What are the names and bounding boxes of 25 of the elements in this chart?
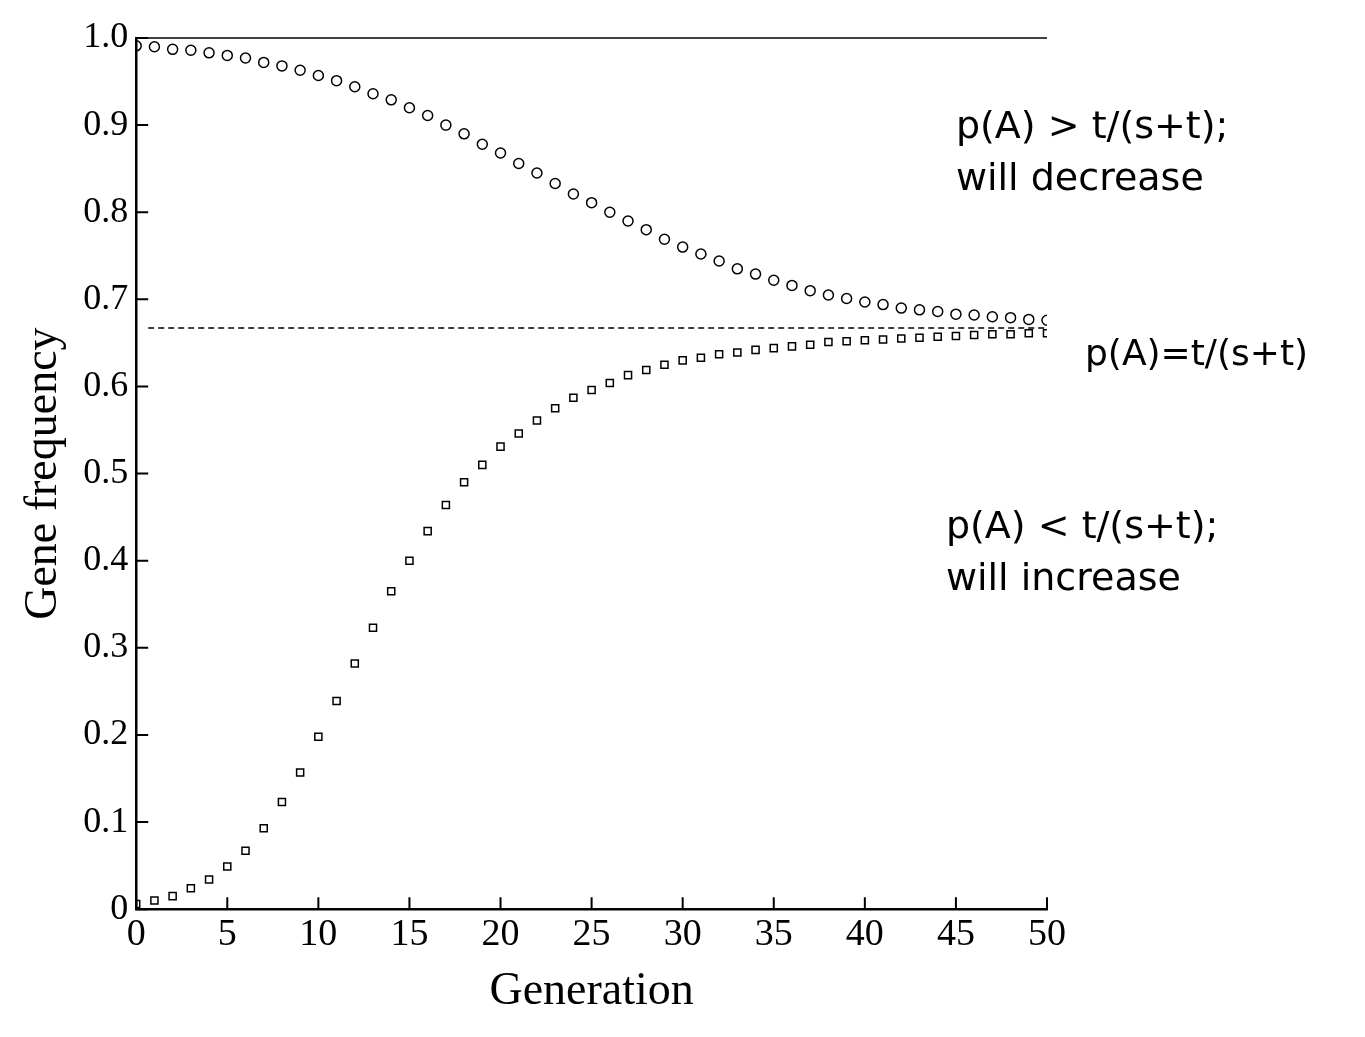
y-tick-label: 0.6 [83, 363, 129, 404]
x-axis-title: Generation [489, 963, 694, 1015]
x-tick-label: 10 [299, 910, 338, 953]
y-tick-label: 0.7 [83, 276, 129, 317]
x-tick-label: 20 [481, 910, 520, 953]
x-tick-label: 30 [663, 910, 702, 953]
y-tick-label: 0.4 [83, 538, 129, 579]
x-tick-label: 15 [390, 910, 429, 953]
y-tick-label: 0.5 [83, 451, 129, 492]
x-tick-label: 50 [1028, 910, 1066, 953]
y-tick-label: 0.8 [83, 189, 129, 230]
x-tick-label: 35 [754, 910, 793, 953]
y-tick-label: 0.2 [83, 712, 129, 753]
y-tick-label: 0.9 [83, 102, 129, 143]
ref-line-label: p(A)=t/(s+t) [1085, 332, 1309, 374]
y-tick-label: 0.3 [83, 625, 129, 666]
annotation: p(A) < t/(s+t); will increase [945, 503, 1219, 599]
x-tick-label: 45 [936, 910, 975, 953]
x-tick-label: 5 [217, 910, 237, 953]
y-axis-title: Gene frequency [14, 327, 66, 620]
y-tick-label: 0.1 [83, 799, 129, 840]
y-tick-label: 1.0 [83, 15, 129, 56]
x-tick-label: 40 [845, 910, 884, 953]
x-tick-label: 25 [572, 910, 611, 953]
annotation: p(A) > t/(s+t); will decrease [955, 103, 1229, 199]
